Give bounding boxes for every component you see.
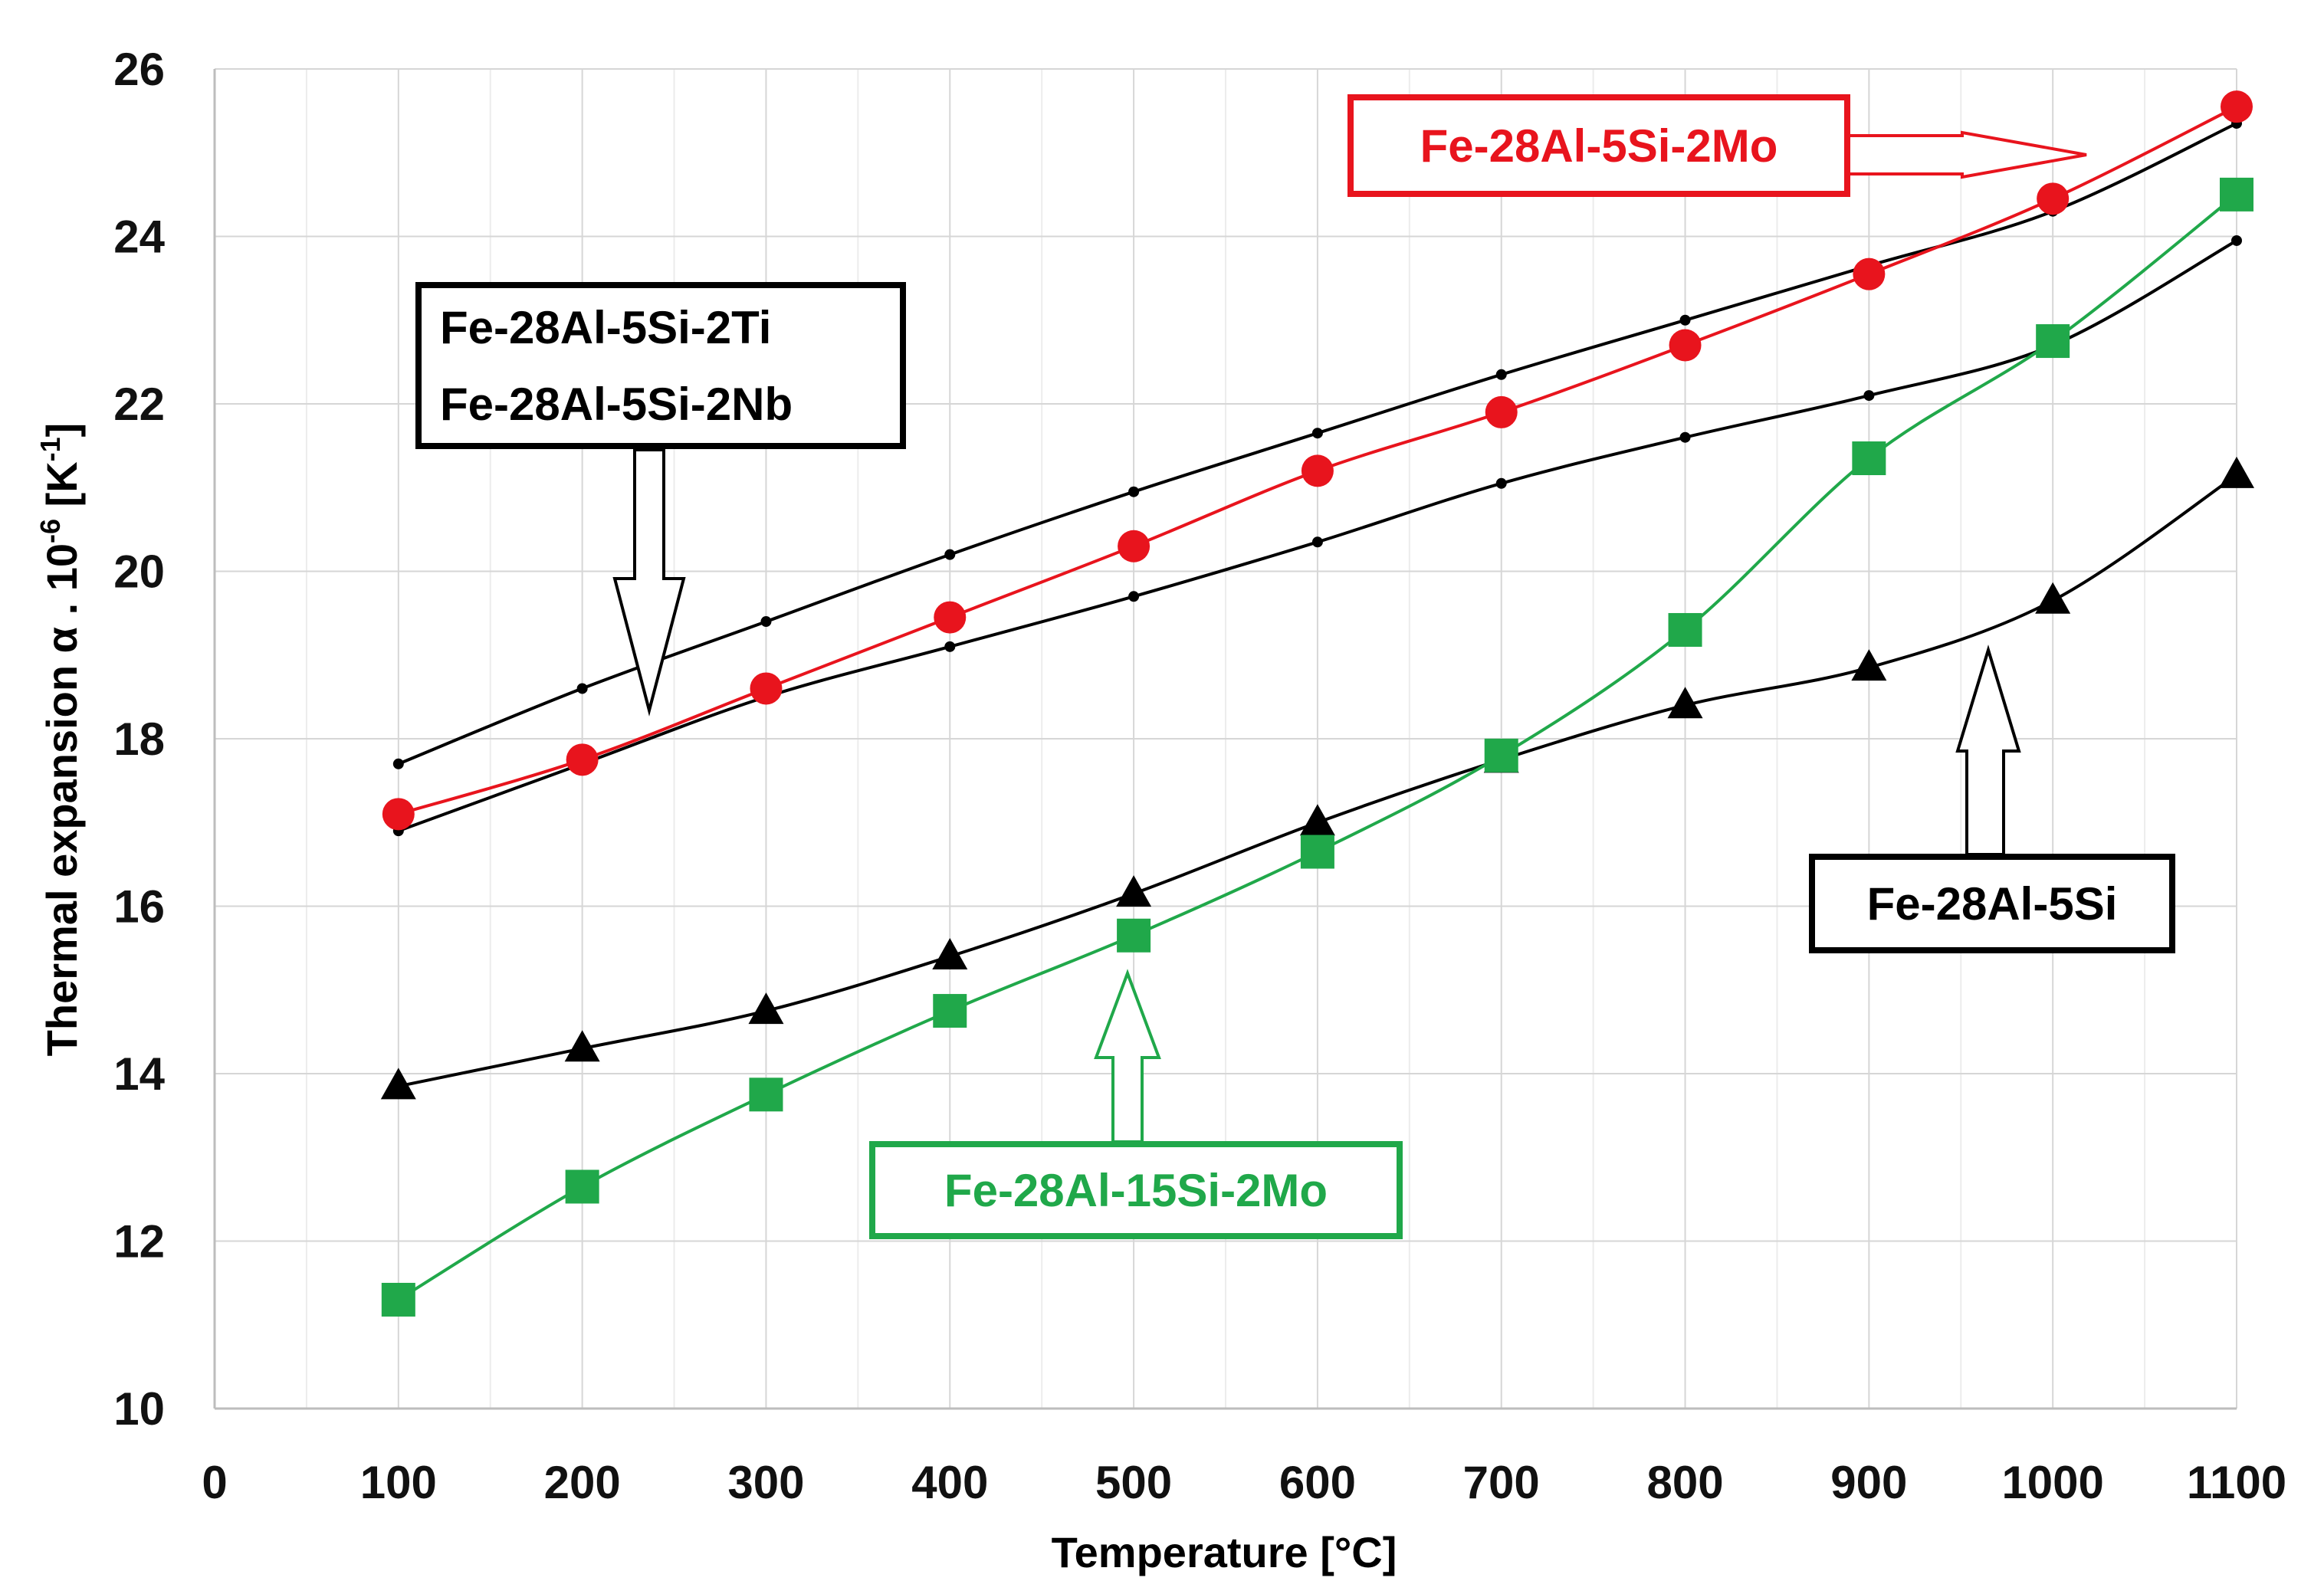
x-tick-label: 0 bbox=[202, 1457, 227, 1508]
x-tick-label: 500 bbox=[1095, 1457, 1172, 1508]
data-point bbox=[934, 601, 967, 634]
data-point bbox=[1495, 477, 1507, 489]
y-tick-label: 16 bbox=[113, 881, 165, 933]
axes: 0 100 200 300 400 500 600 700 800 900 1000 1100 10 12… bbox=[113, 44, 2286, 1508]
data-point bbox=[1669, 329, 1702, 362]
data-point bbox=[1311, 428, 1323, 439]
data-point bbox=[944, 641, 956, 652]
x-tick-label: 1000 bbox=[2001, 1457, 2103, 1508]
data-series bbox=[380, 90, 2254, 1317]
callout-label: Fe-28Al-5Si-2Mo bbox=[1420, 120, 1778, 172]
data-point bbox=[1311, 536, 1323, 548]
callout-arrow-up bbox=[1955, 644, 2021, 856]
data-point bbox=[2037, 182, 2070, 215]
callout-label: Fe-28Al-5Si-2Nb bbox=[440, 379, 793, 430]
data-point bbox=[2035, 582, 2071, 614]
x-tick-label: 300 bbox=[727, 1457, 804, 1508]
data-point bbox=[2221, 90, 2253, 123]
data-point bbox=[1118, 530, 1151, 562]
data-point bbox=[932, 938, 968, 970]
series-4 bbox=[381, 177, 2253, 1317]
callout-label: Fe-28Al-5Si-2Ti bbox=[440, 302, 771, 353]
data-point bbox=[566, 743, 599, 776]
callout-si15: Fe-28Al-15Si-2Mo bbox=[869, 969, 1403, 1239]
data-point bbox=[750, 672, 783, 705]
data-point bbox=[565, 1169, 599, 1204]
callout-base: Fe-28Al-5Si bbox=[1809, 644, 2175, 953]
data-point bbox=[748, 992, 784, 1025]
callouts: Fe-28Al-5Si-2MoFe-28Al-5Si-2TiFe-28Al-5S… bbox=[415, 94, 2175, 1239]
data-point bbox=[1863, 390, 1875, 402]
data-point bbox=[933, 994, 967, 1028]
y-axis-title: Thermal expansion α . 10-6 [K-1] bbox=[34, 423, 86, 1057]
y-tick-label: 14 bbox=[113, 1048, 165, 1100]
y-tick-label: 18 bbox=[113, 713, 165, 765]
data-point bbox=[2219, 456, 2254, 488]
data-point bbox=[1485, 395, 1518, 428]
callout-ti-nb: Fe-28Al-5Si-2Ti Fe-28Al-5Si-2Nb bbox=[415, 282, 906, 717]
data-point bbox=[1679, 431, 1691, 443]
data-point bbox=[1853, 257, 1886, 290]
y-tick-label: 24 bbox=[113, 212, 165, 263]
data-point bbox=[1495, 369, 1507, 380]
data-point bbox=[392, 758, 404, 769]
data-point bbox=[1300, 835, 1334, 869]
callout-mo: Fe-28Al-5Si-2Mo bbox=[1347, 94, 2087, 197]
callout-arrow-right bbox=[1847, 130, 2087, 179]
data-point bbox=[760, 616, 772, 628]
x-tick-label: 700 bbox=[1463, 1457, 1540, 1508]
callout-label: Fe-28Al-5Si bbox=[1867, 878, 2118, 930]
data-point bbox=[1299, 804, 1335, 836]
data-point bbox=[1484, 738, 1518, 772]
data-point bbox=[1667, 687, 1703, 719]
x-tick-label: 600 bbox=[1279, 1457, 1356, 1508]
x-tick-label: 1100 bbox=[2187, 1457, 2286, 1508]
data-point bbox=[944, 549, 956, 560]
x-tick-label: 200 bbox=[544, 1457, 621, 1508]
callout-box bbox=[1809, 854, 2175, 953]
data-point bbox=[564, 1030, 600, 1062]
data-point bbox=[1117, 918, 1151, 953]
x-axis-title: Temperature [°C] bbox=[1052, 1528, 1397, 1576]
y-tick-label: 22 bbox=[113, 379, 165, 430]
data-point bbox=[1116, 875, 1152, 907]
data-point bbox=[1301, 454, 1334, 487]
x-tick-label: 800 bbox=[1646, 1457, 1723, 1508]
data-point bbox=[1851, 649, 1887, 681]
data-point bbox=[380, 1068, 416, 1100]
data-point bbox=[1668, 612, 1702, 647]
data-point bbox=[1128, 486, 1140, 497]
callout-box bbox=[1347, 94, 1850, 197]
data-point bbox=[2231, 235, 2242, 246]
data-point bbox=[1679, 314, 1691, 326]
data-point bbox=[2220, 177, 2253, 212]
y-tick-label: 10 bbox=[113, 1383, 165, 1435]
data-point bbox=[576, 683, 588, 694]
data-point bbox=[382, 798, 415, 831]
callout-label: Fe-28Al-15Si-2Mo bbox=[944, 1165, 1328, 1216]
data-point bbox=[1128, 591, 1140, 602]
data-point bbox=[749, 1077, 783, 1112]
callout-box bbox=[869, 1141, 1403, 1239]
y-tick-label: 12 bbox=[113, 1216, 165, 1268]
y-tick-label: 20 bbox=[113, 546, 165, 598]
x-tick-label: 900 bbox=[1830, 1457, 1907, 1508]
callout-box bbox=[415, 282, 906, 449]
callout-arrow-down bbox=[612, 448, 686, 717]
y-tick-label: 26 bbox=[113, 44, 165, 95]
callout-arrow-up bbox=[1094, 969, 1161, 1143]
x-tick-label: 100 bbox=[360, 1457, 437, 1508]
series-2 bbox=[382, 90, 2253, 831]
data-point bbox=[1852, 441, 1886, 476]
x-tick-label: 400 bbox=[911, 1457, 988, 1508]
data-point bbox=[381, 1282, 415, 1317]
data-point bbox=[2036, 324, 2070, 359]
